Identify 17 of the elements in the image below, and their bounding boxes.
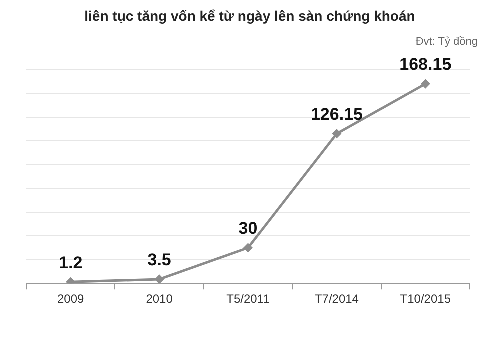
point <box>155 275 164 284</box>
x-tick-label: 2009 <box>58 292 85 306</box>
chart-title: liên tục tăng vốn kể từ ngày lên sàn chứng khoán <box>84 8 416 24</box>
x-tick-label: T10/2015 <box>400 292 452 306</box>
data-label: 1.2 <box>59 253 83 272</box>
point <box>66 278 76 284</box>
data-label: 126.15 <box>310 105 363 124</box>
x-tick-label: T7/2014 <box>314 292 360 306</box>
data-label: 168.15 <box>400 55 452 74</box>
x-tick-label: T5/2011 <box>226 292 270 306</box>
x-tick-label: 2010 <box>146 292 174 306</box>
data-label: 30 <box>238 219 258 238</box>
text: Đvt: Tỷ đồng <box>416 36 478 48</box>
data-label: 3.5 <box>148 250 172 270</box>
point <box>244 244 252 252</box>
point <box>332 130 342 138</box>
point <box>421 80 430 88</box>
